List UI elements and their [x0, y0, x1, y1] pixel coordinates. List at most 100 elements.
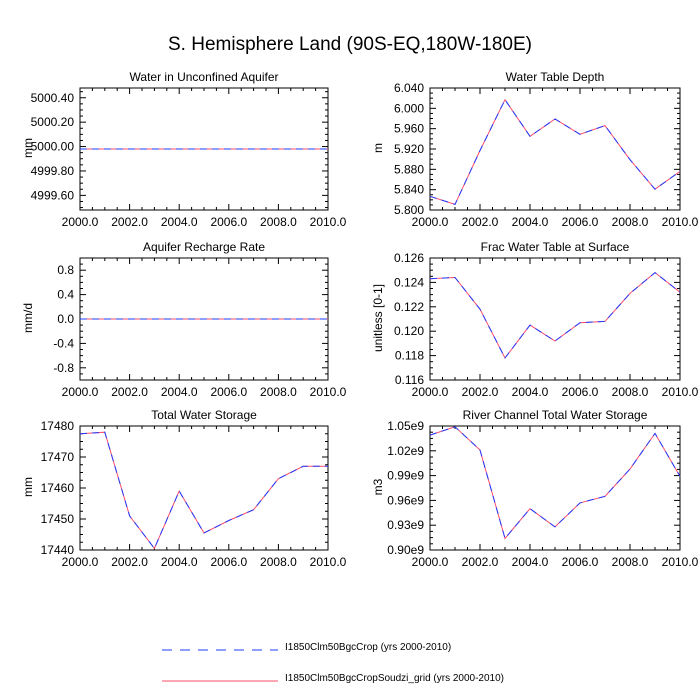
y-tick-label: 6.040 — [394, 81, 424, 95]
plot-svg: 2000.0 2002.0 2004.0 2006.0 2008.0 2010.0 -0.8… — [53, 257, 347, 399]
series-line-crop — [429, 426, 681, 540]
x-tick-label: 2008.0 — [612, 555, 649, 569]
x-tick-label: 2008.0 — [260, 215, 297, 229]
series-line-crop — [429, 98, 681, 206]
x-tick-label: 2010.0 — [310, 385, 347, 399]
x-tick-label: 2002.0 — [462, 385, 499, 399]
y-tick-label: -0.8 — [53, 361, 74, 375]
plot-panel: Water Table Depth m 2000.0 2002.0 2004.0 2006… — [370, 68, 700, 236]
y-tick-label: 0.118 — [395, 349, 424, 363]
y-tick-label: 0.120 — [394, 324, 424, 338]
y-tick-label: 0.4 — [57, 288, 74, 302]
y-tick-label: 4999.80 — [31, 164, 75, 178]
series-line-soudzi — [429, 426, 681, 540]
x-tick-label: 2004.0 — [512, 385, 549, 399]
x-tick-label: 2006.0 — [562, 385, 599, 399]
y-tick-label: 5.800 — [394, 203, 424, 217]
x-tick-label: 2004.0 — [161, 555, 198, 569]
y-tick-label: 17460 — [41, 481, 75, 495]
plot-panel: Total Water Storage mm 2000.0 2002.0 2004.0 2… — [20, 406, 353, 576]
plot-svg: 2000.0 2002.0 2004.0 2006.0 2008.0 2010.0 0.11… — [394, 251, 699, 399]
x-tick-label: 2010.0 — [310, 215, 347, 229]
x-tick-label: 2006.0 — [562, 555, 599, 569]
y-tick-label: 0.116 — [395, 373, 424, 387]
series-line-crop — [79, 431, 328, 550]
plot-frame — [429, 87, 681, 211]
series-line-crop — [429, 271, 681, 359]
plot-svg: 2000.0 2002.0 2004.0 2006.0 2008.0 2010.0 4999… — [31, 87, 347, 229]
plot-panel: Frac Water Table at Surface unitless [0-1… — [370, 238, 700, 406]
plot-frame — [429, 257, 681, 381]
plot-svg: 2000.0 2002.0 2004.0 2006.0 2008.0 2010.0 0.90… — [387, 419, 699, 569]
x-tick-label: 2000.0 — [412, 555, 449, 569]
y-tick-label: 0.124 — [394, 275, 424, 289]
y-tick-label: 17450 — [41, 512, 75, 526]
x-tick-label: 2010.0 — [310, 555, 347, 569]
legend-label-soudzi: I1850Clm50BgcCropSoudzi_grid (yrs 2000-2… — [285, 673, 505, 684]
plot-frame — [429, 425, 681, 551]
y-tick-label: 1.02e9 — [387, 444, 424, 458]
y-tick-label: 5000.00 — [31, 140, 75, 154]
y-tick-label: 17440 — [41, 543, 75, 557]
x-tick-label: 2002.0 — [111, 215, 148, 229]
x-tick-label: 2008.0 — [260, 555, 297, 569]
x-tick-label: 2008.0 — [612, 385, 649, 399]
page-title: S. Hemisphere Land (90S-EQ,180W-180E) — [168, 34, 532, 55]
x-tick-label: 2004.0 — [161, 215, 198, 229]
y-tick-label: 0.93e9 — [387, 518, 424, 532]
y-tick-label: 5.960 — [394, 122, 424, 136]
y-tick-label: 17470 — [41, 450, 75, 464]
legend-swatch-dashed — [162, 649, 278, 651]
y-tick-label: 0.0 — [57, 312, 74, 326]
legend-entry-soudzi: I1850Clm50BgcCropSoudzi_grid (yrs 2000-2… — [160, 673, 580, 689]
y-tick-label: 0.122 — [394, 300, 424, 314]
y-tick-label: 5.880 — [394, 162, 424, 176]
y-tick-label: 6.000 — [394, 101, 424, 115]
x-tick-label: 2010.0 — [662, 555, 699, 569]
x-tick-label: 2002.0 — [111, 385, 148, 399]
plot-frame — [79, 425, 329, 551]
plot-panel: River Channel Total Water Storage m3 2000.… — [370, 406, 700, 576]
y-tick-label: 0.90e9 — [387, 543, 424, 557]
plot-title: Aquifer Recharge Rate — [142, 240, 266, 254]
plot-title: Water Table Depth — [505, 70, 605, 84]
x-tick-label: 2000.0 — [62, 215, 99, 229]
y-tick-label: 0.99e9 — [387, 469, 424, 483]
y-tick-label: 0.96e9 — [387, 493, 424, 507]
series-line-soudzi — [429, 98, 681, 206]
x-tick-label: 2010.0 — [662, 385, 699, 399]
legend-entry-crop: I1850Clm50BgcCrop (yrs 2000-2010) — [160, 642, 580, 658]
plot-title: River Channel Total Water Storage — [462, 408, 648, 422]
x-tick-label: 2004.0 — [161, 385, 198, 399]
series-line-soudzi — [429, 271, 681, 359]
plot-panel: Aquifer Recharge Rate mm/d 2000.0 2002.0 200… — [20, 238, 353, 406]
y-tick-label: -0.4 — [53, 336, 74, 350]
x-tick-label: 2006.0 — [562, 215, 599, 229]
plot-panel: Water in Unconfined Aquifer mm 2000.0 2002.… — [20, 68, 353, 236]
x-tick-label: 2004.0 — [512, 555, 549, 569]
x-tick-label: 2004.0 — [512, 215, 549, 229]
x-tick-label: 2002.0 — [111, 555, 148, 569]
legend-swatch-solid — [162, 680, 278, 682]
x-tick-label: 2006.0 — [210, 215, 247, 229]
plot-svg: 2000.0 2002.0 2004.0 2006.0 2008.0 2010.0 1744… — [41, 419, 347, 569]
y-tick-label: 4999.60 — [31, 188, 75, 202]
y-tick-label: 1.05e9 — [387, 419, 424, 433]
y-tick-label: 5000.40 — [31, 91, 75, 105]
x-tick-label: 2000.0 — [62, 385, 99, 399]
plot-title: Water in Unconfined Aquifer — [129, 70, 279, 84]
x-tick-label: 2008.0 — [260, 385, 297, 399]
y-tick-label: 17480 — [41, 419, 75, 433]
x-tick-label: 2008.0 — [612, 215, 649, 229]
y-tick-label: 0.126 — [394, 251, 424, 265]
x-tick-label: 2010.0 — [662, 215, 699, 229]
plot-title: Total Water Storage — [151, 408, 257, 422]
y-tick-label: 5.840 — [394, 183, 424, 197]
x-tick-label: 2006.0 — [210, 385, 247, 399]
x-tick-label: 2000.0 — [412, 385, 449, 399]
plot-svg: 2000.0 2002.0 2004.0 2006.0 2008.0 2010.0 5.80… — [394, 81, 699, 229]
series-line-soudzi — [79, 431, 328, 550]
x-tick-label: 2002.0 — [462, 215, 499, 229]
y-tick-label: 5000.20 — [31, 115, 75, 129]
y-tick-label: 5.920 — [394, 142, 424, 156]
